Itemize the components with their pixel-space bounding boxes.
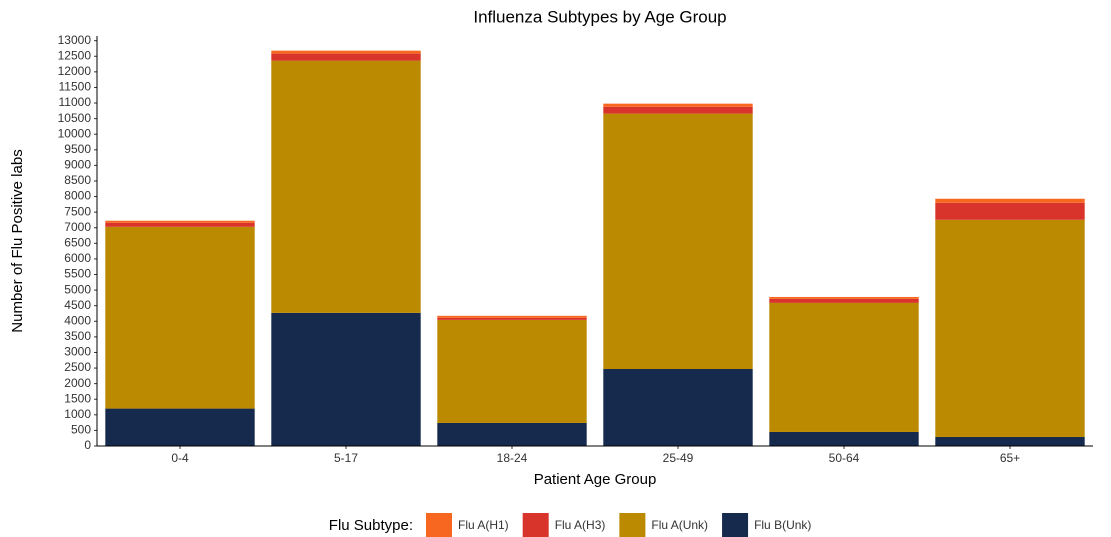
bar-segment xyxy=(105,226,255,409)
y-tick-label: 1500 xyxy=(64,391,91,405)
y-tick-label: 4000 xyxy=(64,313,91,327)
x-tick-label: 18-24 xyxy=(497,451,528,465)
bar-segment xyxy=(935,198,1085,203)
y-tick-label: 0 xyxy=(84,438,91,452)
legend-swatch xyxy=(619,513,646,537)
y-tick-label: 6500 xyxy=(64,236,91,250)
y-tick-label: 13000 xyxy=(58,33,92,47)
y-axis-label: Number of Flu Positive labs xyxy=(9,149,26,332)
x-tick-label: 50-64 xyxy=(829,451,860,465)
bar-segment xyxy=(105,222,255,227)
y-tick-label: 9000 xyxy=(64,158,91,172)
y-tick-label: 9500 xyxy=(64,142,91,156)
x-tick-label: 0-4 xyxy=(171,451,189,465)
chart-title: Influenza Subtypes by Age Group xyxy=(473,7,726,26)
bar-segment xyxy=(105,220,255,223)
bar-segment xyxy=(603,368,753,446)
y-tick-label: 8000 xyxy=(64,189,91,203)
y-tick-label: 5500 xyxy=(64,267,91,281)
legend-title: Flu Subtype: xyxy=(329,517,413,534)
y-tick-label: 8500 xyxy=(64,173,91,187)
x-axis-label: Patient Age Group xyxy=(534,471,657,488)
bar-segment xyxy=(271,312,421,446)
bar-segment xyxy=(437,319,587,423)
x-tick-label: 25-49 xyxy=(663,451,694,465)
y-tick-label: 10000 xyxy=(58,126,92,140)
bar-segment xyxy=(437,422,587,446)
y-tick-label: 11000 xyxy=(59,95,92,109)
y-tick-label: 5000 xyxy=(64,282,91,296)
bar-segment xyxy=(935,436,1085,446)
bar-segment xyxy=(935,202,1085,220)
y-tick-label: 3500 xyxy=(64,329,91,343)
legend-swatch xyxy=(522,513,549,537)
y-tick-label: 7000 xyxy=(64,220,91,234)
legend-label: Flu A(Unk) xyxy=(651,518,708,532)
legend-swatch xyxy=(722,513,749,537)
bar-segment xyxy=(603,113,753,369)
y-tick-label: 4500 xyxy=(64,298,91,312)
bar-segment xyxy=(437,315,587,318)
y-tick-label: 7500 xyxy=(64,204,91,218)
bar-segment xyxy=(769,431,919,446)
y-tick-label: 500 xyxy=(71,423,91,437)
bar-segment xyxy=(271,53,421,61)
y-tick-label: 1000 xyxy=(64,407,91,421)
legend-swatch xyxy=(426,513,452,537)
bar-segment xyxy=(271,50,421,54)
y-tick-label: 2000 xyxy=(64,376,91,390)
bar-segment xyxy=(769,296,919,299)
bar-segment xyxy=(769,302,919,432)
bar-segment xyxy=(769,298,919,303)
x-tick-label: 65+ xyxy=(1000,451,1020,465)
y-tick-label: 12500 xyxy=(58,48,92,62)
y-tick-label: 12000 xyxy=(58,64,92,78)
y-tick-label: 2500 xyxy=(64,360,91,374)
bar-segment xyxy=(437,317,587,320)
y-tick-label: 6000 xyxy=(64,251,91,265)
bar-segment xyxy=(603,106,753,114)
bar-segment xyxy=(271,60,421,313)
y-tick-label: 3000 xyxy=(64,345,91,359)
y-tick-label: 10500 xyxy=(58,111,92,125)
legend-label: Flu B(Unk) xyxy=(754,518,811,532)
y-tick-label: 11500 xyxy=(59,80,92,94)
bar-segment xyxy=(603,103,753,107)
bar-segment xyxy=(935,219,1085,437)
bar-segment xyxy=(105,408,255,446)
x-tick-label: 5-17 xyxy=(334,451,358,465)
legend-label: Flu A(H3) xyxy=(555,518,606,532)
legend-label: Flu A(H1) xyxy=(458,518,509,532)
